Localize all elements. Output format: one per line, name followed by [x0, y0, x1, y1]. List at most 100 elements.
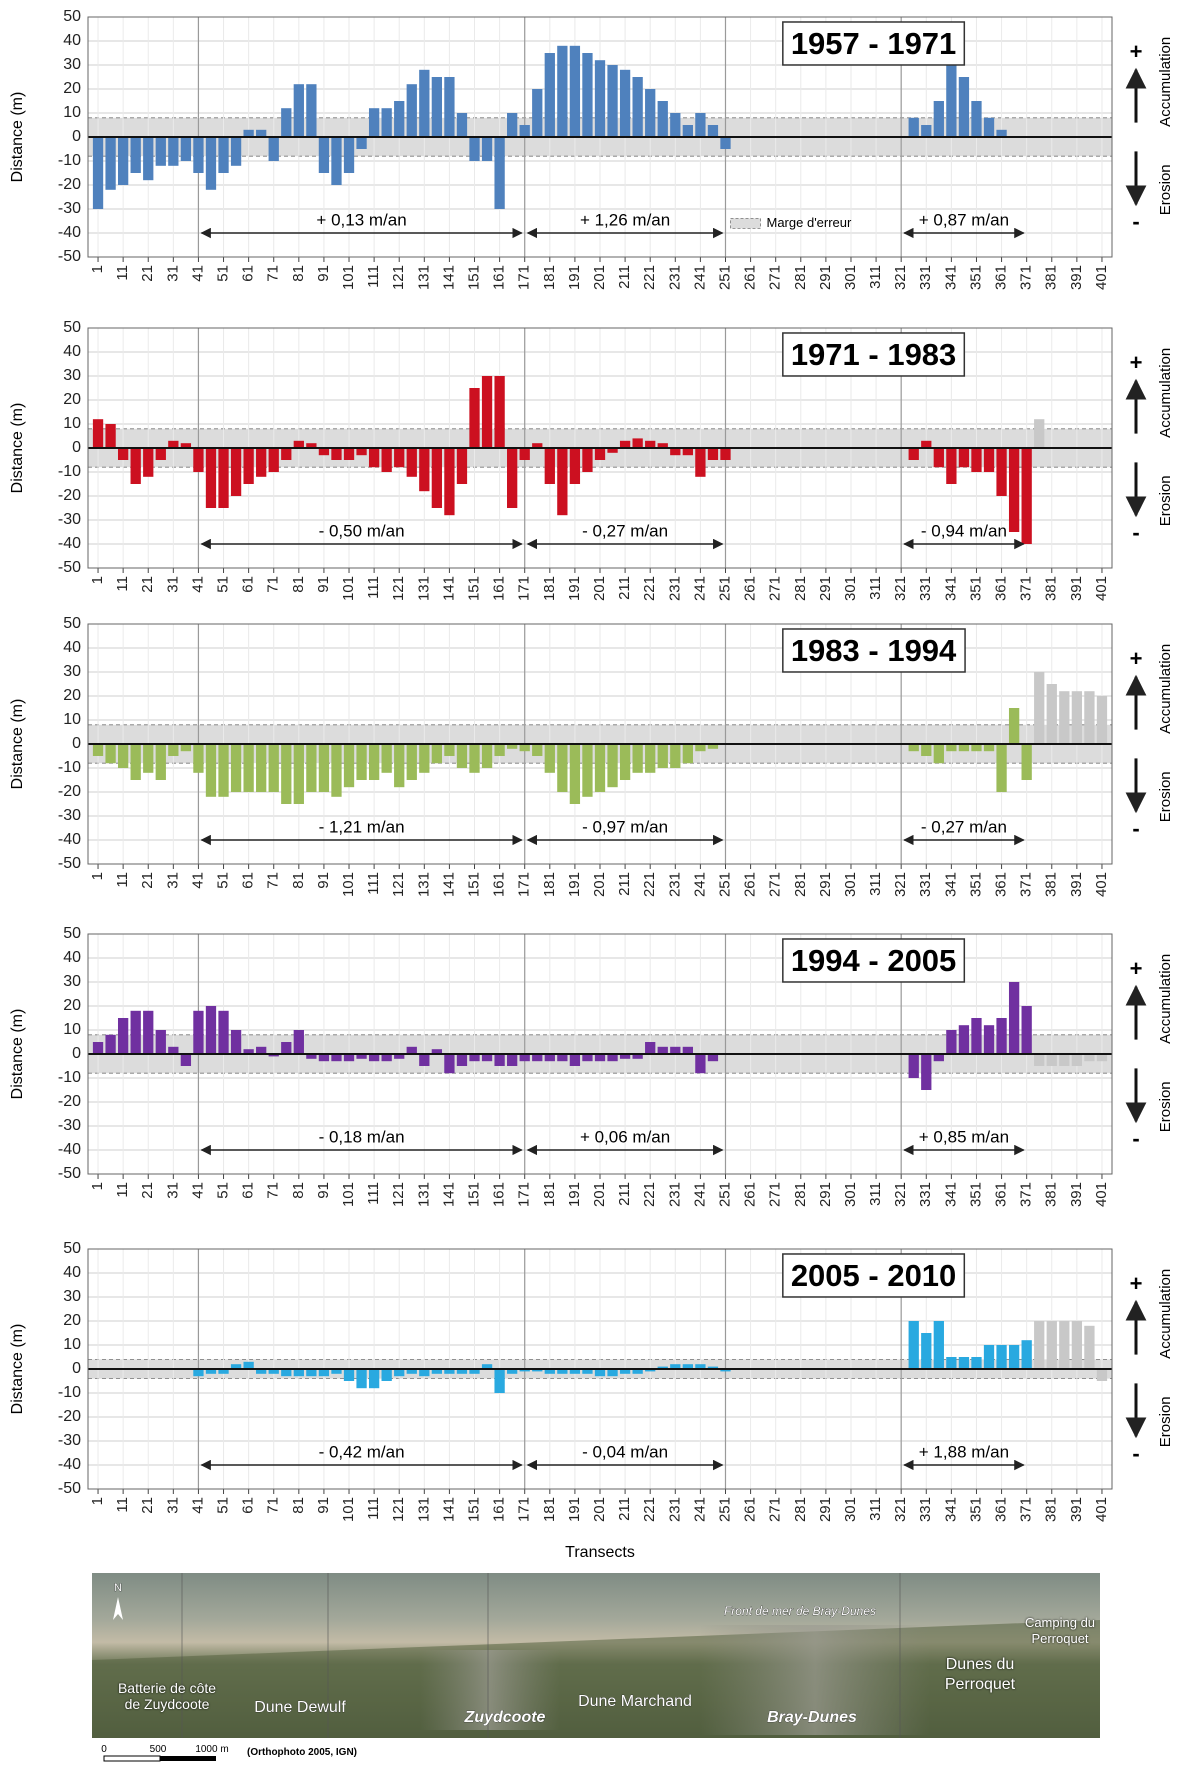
bar — [532, 1054, 543, 1062]
x-tick-label: 151 — [465, 872, 482, 897]
y-tick-label: 40 — [63, 639, 81, 656]
y-tick-label: 40 — [63, 949, 81, 966]
bar — [343, 1369, 355, 1381]
scale-label: 1000 m — [195, 1744, 228, 1755]
title-box — [782, 332, 966, 377]
bar — [1071, 691, 1083, 744]
x-tick-label: 81 — [290, 1182, 307, 1199]
bar — [92, 744, 104, 756]
bar — [569, 448, 581, 484]
x-tick-label: 181 — [541, 576, 558, 601]
bar — [1059, 691, 1070, 744]
bar — [343, 448, 355, 460]
rate-label: - 0,27 m/an — [582, 521, 668, 540]
bar — [1084, 1325, 1095, 1369]
x-tick-label: 321 — [892, 1182, 909, 1207]
x-tick-label: 381 — [1043, 1497, 1060, 1522]
bar — [1084, 1054, 1095, 1062]
bar — [958, 1025, 970, 1054]
bar — [532, 89, 543, 137]
x-tick-label: 111 — [365, 1182, 382, 1205]
x-tick-label: 281 — [792, 1182, 809, 1207]
bar — [117, 448, 129, 460]
bar — [92, 419, 104, 448]
bar — [243, 1361, 254, 1369]
bar — [281, 744, 292, 804]
y-tick-label: 40 — [63, 1264, 81, 1281]
x-tick-label: 351 — [967, 1182, 984, 1207]
bar — [1034, 672, 1045, 744]
rate-label: + 0,13 m/an — [316, 210, 406, 229]
bar — [569, 1054, 581, 1066]
map-label-box: Dunes du Perroquet — [945, 1656, 1015, 1693]
rate-label: + 1,88 m/an — [919, 1442, 1009, 1461]
bar — [544, 1369, 555, 1374]
map-label: Front de mer de Bray-Dunes — [724, 1604, 876, 1618]
y-tick-label: -30 — [58, 1117, 81, 1134]
x-tick-label: 41 — [189, 576, 206, 593]
plot-frame — [87, 327, 1113, 569]
bar — [707, 448, 719, 460]
y-tick-label: -20 — [58, 1093, 81, 1110]
y-tick-label: 10 — [63, 1336, 81, 1353]
bar — [544, 744, 555, 773]
x-tick-label: 21 — [139, 265, 156, 282]
bar — [406, 1046, 417, 1054]
x-tick-label: 351 — [967, 1497, 984, 1522]
x-tick-label: 311 — [867, 1497, 884, 1521]
bar — [645, 1369, 656, 1372]
bar — [1071, 1054, 1083, 1066]
map: N Front de mer de Bray-Dunes Batterie de… — [92, 1573, 1100, 1762]
bar — [230, 137, 242, 166]
bar — [494, 1054, 505, 1066]
y-tick-label: -50 — [58, 1480, 81, 1497]
x-tick-label: 131 — [415, 1497, 432, 1522]
x-tick-label: 91 — [315, 1497, 332, 1514]
bar — [243, 129, 254, 137]
bar — [155, 137, 166, 166]
x-tick-label: 361 — [993, 872, 1010, 897]
y-axis-label: Distance (m) — [9, 699, 26, 790]
bar — [921, 440, 932, 448]
side-up-label: Accumulation — [1157, 348, 1174, 438]
x-tick-label: 181 — [541, 1497, 558, 1522]
rate-label: - 0,42 m/an — [319, 1442, 405, 1461]
bar — [331, 744, 342, 797]
chart-title: 1971 - 1983 — [791, 337, 956, 372]
bar — [105, 137, 116, 190]
y-tick-label: -40 — [58, 1456, 81, 1473]
bar — [306, 443, 317, 448]
bar — [657, 1366, 668, 1369]
bar — [532, 744, 543, 756]
bar — [946, 1030, 957, 1054]
bar — [155, 1030, 166, 1054]
x-tick-label: 121 — [390, 1182, 407, 1207]
bar — [971, 448, 982, 472]
y-tick-label: -50 — [58, 855, 81, 872]
x-tick-label: 11 — [114, 576, 131, 592]
side-up-label: Accumulation — [1157, 644, 1174, 734]
x-tick-label: 171 — [516, 576, 533, 601]
x-tick-label: 81 — [290, 576, 307, 593]
bar — [657, 101, 668, 137]
bar — [1034, 419, 1045, 448]
bar — [996, 744, 1007, 792]
bar — [256, 1369, 267, 1374]
bar — [607, 744, 618, 788]
bar — [256, 1046, 267, 1054]
bar — [356, 744, 367, 780]
plot-frame — [87, 16, 1113, 258]
bar — [557, 1054, 568, 1062]
y-tick-label: -50 — [58, 559, 81, 576]
y-tick-label: -40 — [58, 831, 81, 848]
x-tick-label: 231 — [666, 576, 683, 601]
bar — [908, 1321, 919, 1369]
bar — [494, 376, 505, 448]
y-tick-label: 10 — [63, 711, 81, 728]
bar — [1021, 1340, 1032, 1369]
side-plus: + — [1130, 646, 1143, 671]
x-tick-label: 71 — [265, 1182, 282, 1199]
rate-label: + 1,26 m/an — [580, 210, 670, 229]
title-box — [782, 1253, 966, 1298]
